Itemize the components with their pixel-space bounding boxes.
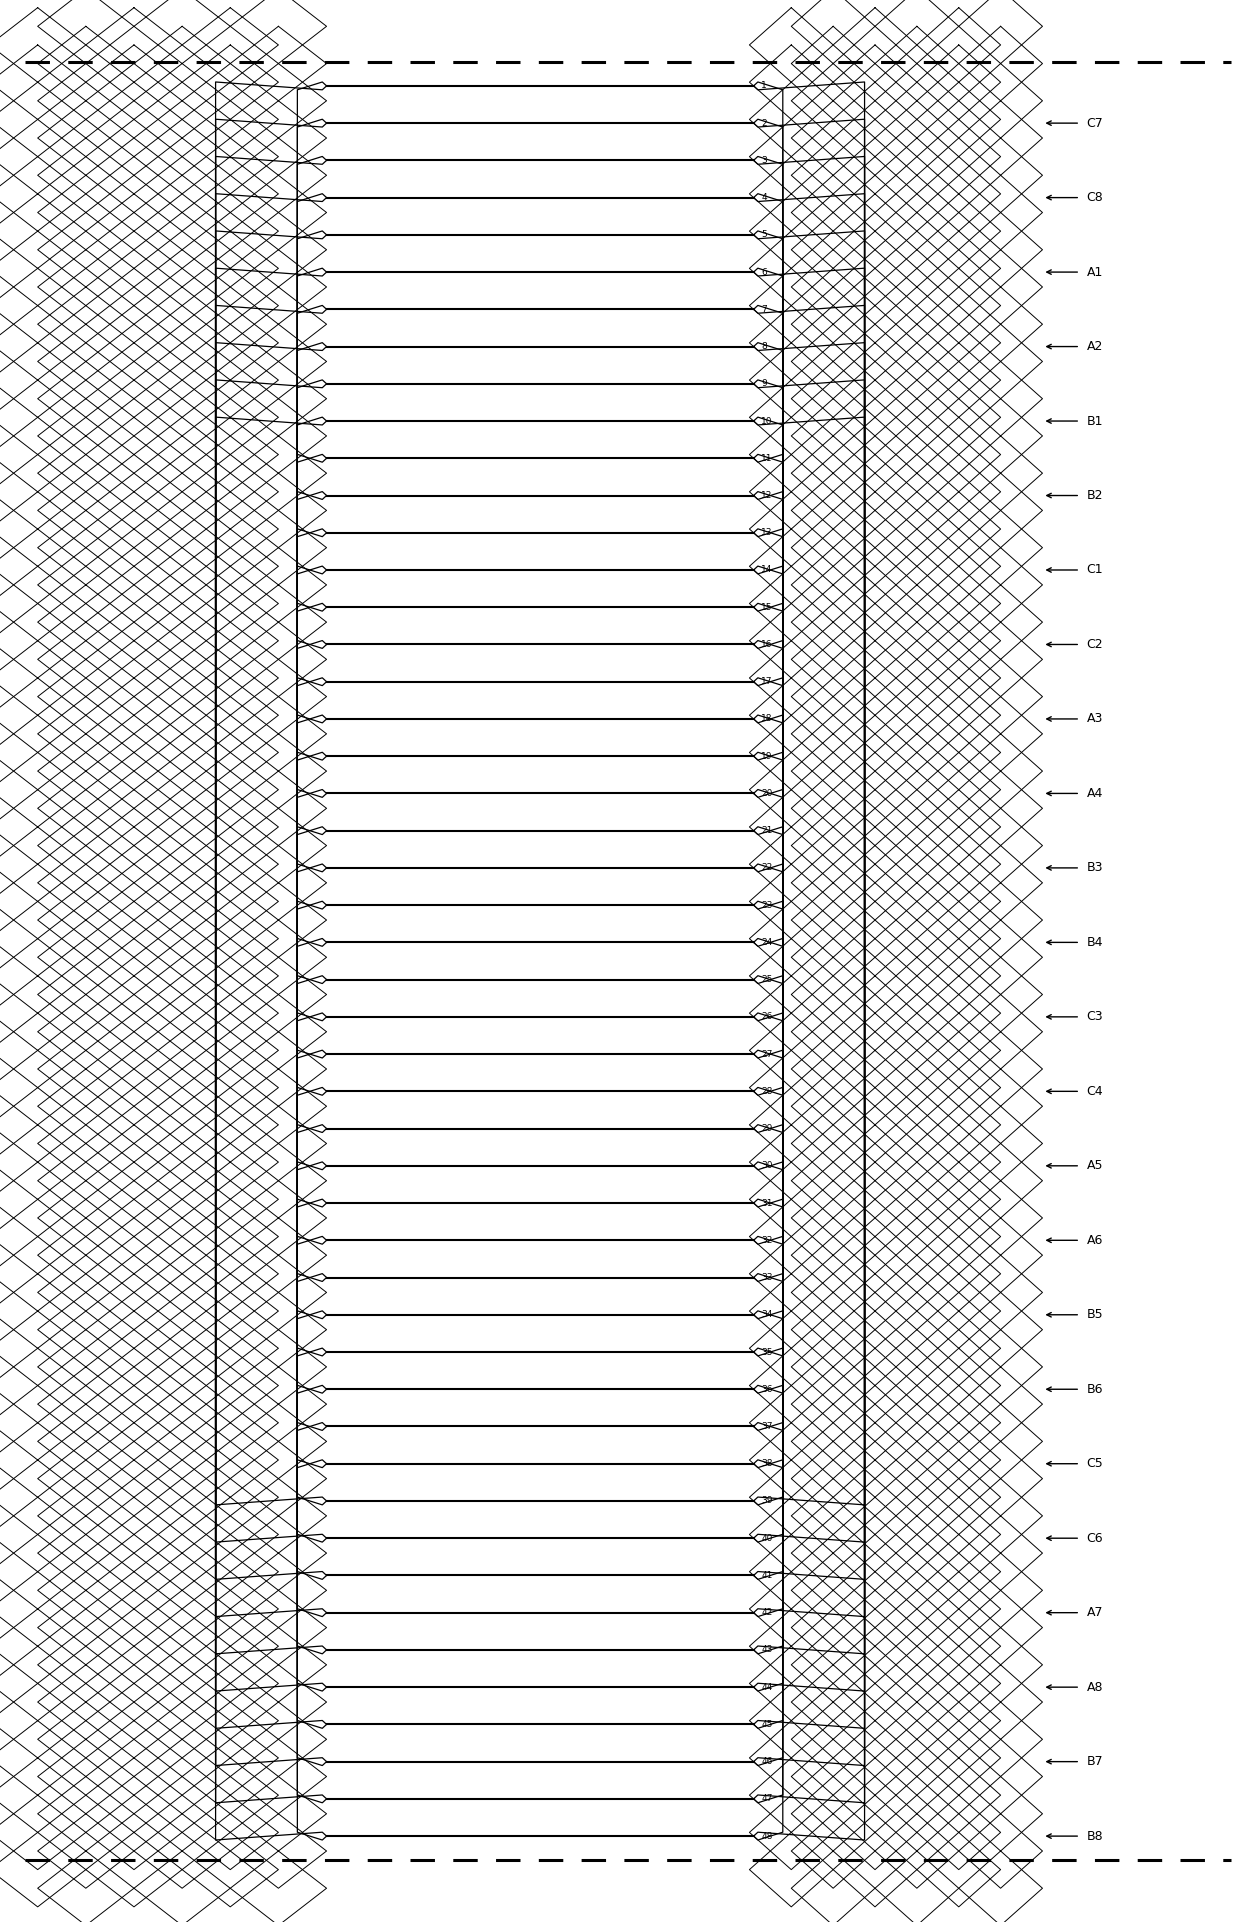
Text: C6: C6 bbox=[1086, 1532, 1103, 1545]
Text: 20: 20 bbox=[761, 788, 772, 798]
Text: 6: 6 bbox=[761, 267, 767, 277]
Text: 4: 4 bbox=[761, 192, 766, 202]
Text: 5: 5 bbox=[761, 231, 767, 240]
Text: 42: 42 bbox=[761, 1609, 772, 1616]
Text: C1: C1 bbox=[1086, 563, 1103, 577]
Text: 7: 7 bbox=[761, 306, 767, 313]
Text: 39: 39 bbox=[761, 1497, 772, 1505]
Text: A2: A2 bbox=[1086, 340, 1103, 354]
Text: 41: 41 bbox=[761, 1570, 772, 1580]
Text: A8: A8 bbox=[1086, 1680, 1103, 1693]
Text: 30: 30 bbox=[761, 1161, 772, 1170]
Text: 34: 34 bbox=[761, 1311, 772, 1318]
Text: C7: C7 bbox=[1086, 117, 1103, 129]
Text: 29: 29 bbox=[761, 1124, 772, 1134]
Text: 3: 3 bbox=[761, 156, 767, 165]
Text: 43: 43 bbox=[761, 1645, 772, 1655]
Text: A4: A4 bbox=[1086, 786, 1103, 800]
Text: 14: 14 bbox=[761, 565, 772, 575]
Text: 32: 32 bbox=[761, 1236, 772, 1245]
Text: 45: 45 bbox=[761, 1720, 772, 1730]
Text: B8: B8 bbox=[1086, 1830, 1103, 1843]
Text: 13: 13 bbox=[761, 529, 772, 538]
Text: 36: 36 bbox=[761, 1384, 772, 1393]
Text: 44: 44 bbox=[761, 1682, 772, 1691]
Text: 33: 33 bbox=[761, 1272, 772, 1282]
Text: B7: B7 bbox=[1086, 1755, 1103, 1768]
Text: A1: A1 bbox=[1086, 265, 1103, 279]
Text: 11: 11 bbox=[761, 454, 772, 463]
Text: 1: 1 bbox=[761, 81, 767, 90]
Text: C2: C2 bbox=[1086, 638, 1103, 652]
Text: 28: 28 bbox=[761, 1086, 772, 1096]
Text: B2: B2 bbox=[1086, 488, 1103, 502]
Text: 10: 10 bbox=[761, 417, 772, 425]
Text: A3: A3 bbox=[1086, 713, 1103, 725]
Text: 15: 15 bbox=[761, 604, 772, 611]
Text: 19: 19 bbox=[761, 752, 772, 761]
Text: 37: 37 bbox=[761, 1422, 772, 1432]
Text: 48: 48 bbox=[761, 1832, 772, 1841]
Text: 12: 12 bbox=[761, 490, 772, 500]
Text: 16: 16 bbox=[761, 640, 772, 650]
Text: 27: 27 bbox=[761, 1049, 772, 1059]
Text: B1: B1 bbox=[1086, 415, 1103, 427]
Text: C3: C3 bbox=[1086, 1011, 1103, 1023]
Text: C8: C8 bbox=[1086, 190, 1103, 204]
Text: C5: C5 bbox=[1086, 1457, 1103, 1470]
Text: A7: A7 bbox=[1086, 1607, 1103, 1618]
Text: 46: 46 bbox=[761, 1757, 772, 1766]
Text: 47: 47 bbox=[761, 1795, 772, 1803]
Text: 23: 23 bbox=[761, 901, 772, 909]
Text: B5: B5 bbox=[1086, 1309, 1103, 1320]
Text: 8: 8 bbox=[761, 342, 767, 352]
Text: B6: B6 bbox=[1086, 1382, 1103, 1395]
Text: A6: A6 bbox=[1086, 1234, 1103, 1247]
Text: 35: 35 bbox=[761, 1347, 772, 1357]
Text: 40: 40 bbox=[761, 1534, 772, 1543]
Text: 31: 31 bbox=[761, 1199, 772, 1207]
Text: 17: 17 bbox=[761, 677, 772, 686]
Text: 38: 38 bbox=[761, 1459, 772, 1468]
Text: C4: C4 bbox=[1086, 1084, 1103, 1097]
Text: 9: 9 bbox=[761, 379, 767, 388]
Text: B4: B4 bbox=[1086, 936, 1103, 949]
Text: 2: 2 bbox=[761, 119, 766, 127]
Text: 26: 26 bbox=[761, 1013, 772, 1021]
Text: 21: 21 bbox=[761, 826, 772, 836]
Text: 25: 25 bbox=[761, 974, 772, 984]
Text: 22: 22 bbox=[761, 863, 772, 873]
Text: 18: 18 bbox=[761, 715, 772, 723]
Text: A5: A5 bbox=[1086, 1159, 1103, 1172]
Text: 24: 24 bbox=[761, 938, 772, 948]
Text: B3: B3 bbox=[1086, 861, 1103, 875]
